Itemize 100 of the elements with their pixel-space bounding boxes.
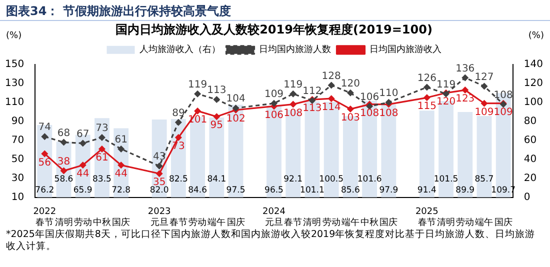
- x-tick-label: 清明: [437, 216, 456, 228]
- x-tick-label: 中秋: [92, 216, 111, 228]
- bar: [476, 116, 492, 198]
- point: [290, 90, 297, 98]
- x-tick-label: 2023 元旦: [148, 207, 171, 228]
- data-label: 84.6: [188, 186, 208, 196]
- point: [480, 82, 488, 90]
- data-label: 82.0: [150, 186, 169, 196]
- point: [346, 89, 354, 96]
- data-label: 92.1: [284, 174, 303, 185]
- data-label: 108: [494, 90, 513, 101]
- y2-tick-label: 140: [524, 58, 544, 70]
- data-label: 103: [340, 112, 360, 124]
- y2-tick-label: 40: [524, 154, 537, 165]
- data-label: 65.9: [73, 186, 92, 196]
- y-axis-title: (%): [6, 31, 22, 42]
- point: [480, 100, 488, 107]
- data-label: 101.1: [300, 186, 324, 196]
- point: [328, 82, 335, 89]
- x-tick-label: 国庆: [226, 216, 245, 228]
- data-label: 44: [114, 168, 128, 180]
- x-tick-label: 端午: [341, 216, 360, 228]
- data-label: 109: [264, 88, 284, 100]
- data-label: 119: [284, 79, 303, 90]
- data-label: 56: [38, 157, 52, 168]
- data-label: 72.8: [112, 186, 131, 196]
- legend-label: 日均国内旅游人数: [258, 44, 331, 56]
- data-label: 119: [188, 79, 208, 90]
- x-tick-label: 国庆: [112, 216, 130, 228]
- data-label: 120: [436, 96, 456, 108]
- y2-tick-label: 60: [524, 134, 537, 146]
- bar: [419, 110, 434, 198]
- data-label: 73: [96, 123, 108, 134]
- x-tick-label: 劳动: [74, 216, 92, 228]
- y-tick-label: 110: [4, 96, 24, 108]
- x-tick-label: 劳动: [188, 216, 207, 228]
- data-label: 91.4: [417, 186, 436, 196]
- data-label: 136: [456, 63, 475, 74]
- point: [328, 95, 335, 102]
- bar: [228, 104, 244, 198]
- point: [118, 145, 125, 152]
- point: [79, 162, 86, 169]
- point: [156, 162, 163, 170]
- point: [60, 138, 68, 146]
- point: [79, 140, 86, 147]
- point: [462, 86, 469, 94]
- data-label: 101.6: [357, 174, 382, 185]
- data-label: 101.5: [434, 174, 458, 185]
- y-tick-label: 130: [4, 78, 24, 89]
- data-label: 74: [38, 122, 52, 134]
- data-label: 67: [76, 128, 90, 140]
- data-label: 83.5: [92, 174, 112, 185]
- data-label: 76.2: [35, 186, 54, 196]
- data-label: 128: [322, 70, 341, 82]
- y-tick-label: 90: [11, 116, 24, 127]
- chart-subtitle: 国内日均旅游收入及人数较2019年恢复程度(2019=100): [116, 22, 432, 36]
- data-label: 112: [302, 86, 322, 98]
- data-label: 85.7: [474, 174, 494, 185]
- x-tick-label: 春节: [169, 216, 188, 228]
- x-tick-label: 劳动: [456, 216, 474, 228]
- x-tick-label: 清明: [303, 216, 322, 228]
- data-label: 44: [76, 168, 90, 180]
- point: [270, 100, 278, 107]
- data-label: 113: [302, 103, 322, 114]
- x-tick-label: 端午: [208, 216, 226, 228]
- point: [118, 162, 125, 169]
- point: [213, 96, 220, 104]
- y-tick-label: 30: [11, 172, 24, 184]
- point: [290, 100, 297, 108]
- data-label: 100.5: [319, 174, 344, 185]
- data-label: 109: [474, 106, 494, 118]
- data-label: 96.5: [264, 186, 284, 196]
- point: [462, 74, 469, 82]
- y-tick-label: 10: [11, 192, 24, 203]
- bar: [458, 112, 473, 198]
- bar: [381, 104, 396, 198]
- data-label: 89.9: [456, 186, 475, 196]
- data-label: 110: [379, 88, 398, 99]
- point: [213, 113, 220, 120]
- data-label: 97.9: [379, 186, 398, 196]
- data-label: 108: [379, 108, 398, 119]
- point: [41, 133, 48, 140]
- y-tick-label: 70: [11, 134, 24, 146]
- point: [194, 90, 202, 98]
- data-label: 38: [57, 156, 70, 168]
- y-tick-label: 150: [4, 58, 24, 70]
- x-tick-label: 国庆: [494, 216, 512, 228]
- point: [423, 84, 430, 91]
- data-label: 61: [96, 152, 108, 164]
- data-label: 97.5: [226, 186, 246, 196]
- point: [156, 170, 163, 178]
- data-label: 114: [322, 102, 341, 114]
- bar: [286, 110, 301, 198]
- y2-tick-label: 80: [524, 116, 537, 127]
- data-label: 106: [264, 110, 284, 121]
- data-label: 115: [417, 101, 436, 112]
- data-label: 108: [360, 108, 380, 119]
- y2-tick-label: 20: [524, 172, 537, 184]
- x-tick-label: 2025 春节: [415, 207, 438, 228]
- chart-title: 图表34： 节假期旅游出行保持较高景气度: [0, 0, 550, 21]
